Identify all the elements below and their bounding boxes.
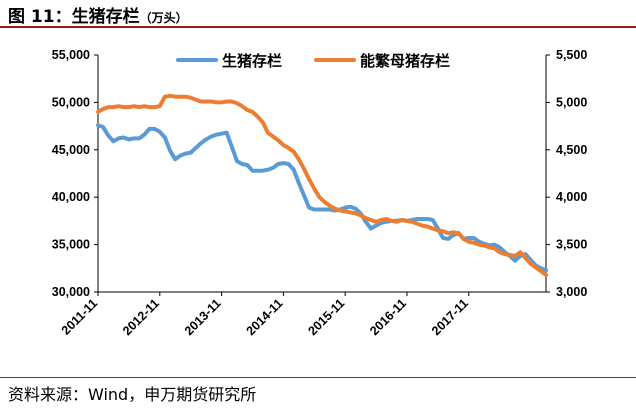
figure-title: 图 11：生猪存栏（万头） — [8, 7, 188, 27]
title-rule — [0, 26, 636, 28]
right-y-axis: 3,000 3,500 4,000 4,500 5,000 5,500 — [546, 48, 587, 299]
left-y-axis: 30,000 35,000 40,000 45,000 50,000 55,000 — [52, 48, 98, 299]
left-tick-label: 50,000 — [52, 95, 90, 109]
right-tick-label: 5,500 — [556, 48, 587, 62]
x-tick-label: 2013-11 — [182, 296, 224, 338]
unit-label: （万头） — [139, 11, 188, 25]
left-tick-label: 35,000 — [52, 238, 90, 252]
right-tick-label: 4,000 — [556, 190, 587, 204]
right-tick-label: 5,000 — [556, 95, 587, 109]
series-lines — [96, 93, 548, 277]
left-tick-label: 30,000 — [52, 285, 90, 299]
legend-label: 生猪存栏 — [222, 52, 282, 70]
right-tick-label: 3,000 — [556, 285, 587, 299]
left-tick-label: 55,000 — [52, 48, 90, 62]
legend: 生猪存栏 能繁母猪存栏 — [176, 52, 450, 70]
x-tick-label: 2015-11 — [305, 296, 347, 338]
x-tick-label: 2011-11 — [59, 296, 100, 337]
x-tick-label: 2017-11 — [429, 296, 471, 338]
x-axis: 2011-11 2012-11 2013-11 2014-11 2015-11 2016-… — [59, 292, 471, 338]
series-line-2 — [96, 93, 548, 277]
x-tick-label: 2012-11 — [120, 296, 162, 338]
right-tick-label: 4,500 — [556, 143, 587, 157]
right-tick-label: 3,500 — [556, 238, 587, 252]
legend-label: 能繁母猪存栏 — [360, 52, 450, 70]
series-line-1 — [96, 123, 548, 273]
line-chart: 30,000 35,000 40,000 45,000 50,000 55,000 3,0… — [52, 48, 588, 338]
x-tick-label: 2016-11 — [367, 296, 409, 338]
x-tick-label: 2014-11 — [244, 296, 286, 338]
source-note: 资料来源：Wind，申万期货研究所 — [8, 385, 257, 404]
left-tick-label: 45,000 — [52, 143, 90, 157]
left-tick-label: 40,000 — [52, 190, 90, 204]
source-rule — [0, 377, 636, 378]
